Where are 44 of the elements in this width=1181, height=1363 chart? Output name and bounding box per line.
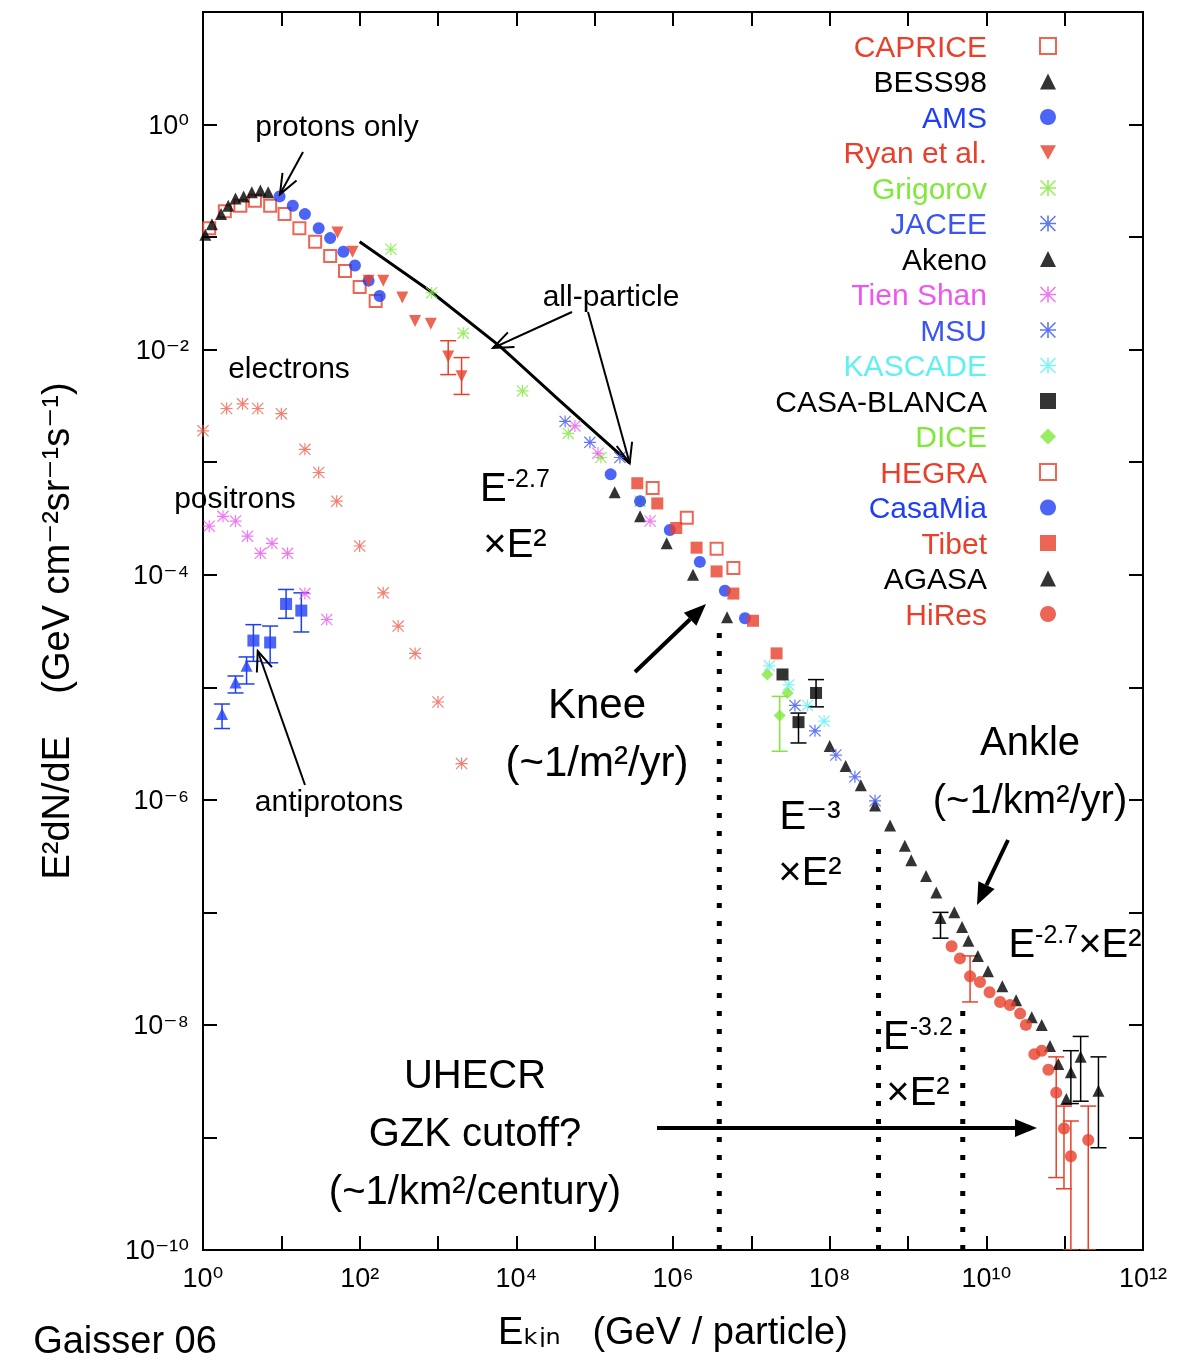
annotation: all-particle xyxy=(542,278,680,312)
legend-label: BESS98 xyxy=(873,65,987,98)
legend-label: AGASA xyxy=(883,562,987,595)
y-tick-label: 10⁻¹⁰ xyxy=(124,1235,189,1265)
y-tick-label: 10⁻² xyxy=(135,334,189,365)
legend-label: KASCADE xyxy=(843,349,987,382)
legend-label: AMS xyxy=(921,100,987,134)
legend-label: CasaMia xyxy=(868,491,988,524)
y-tick-label: 10⁰ xyxy=(148,109,189,140)
annotation: antiprotons xyxy=(254,783,404,817)
legend-label: Tibet xyxy=(921,526,988,560)
y-tick-label: 10⁻⁶ xyxy=(133,784,189,815)
x-tick-label: 10⁸ xyxy=(808,1262,851,1293)
legend-label: Akeno xyxy=(901,242,987,276)
x-tick-label: 10¹⁰ xyxy=(961,1262,1012,1293)
legend-label: HiRes xyxy=(905,597,987,631)
x-tick-label: 10² xyxy=(340,1262,380,1293)
annotation: electrons xyxy=(228,350,350,384)
annotation: Knee (~1/m²/yr) xyxy=(505,679,689,785)
x-tick-label: 10¹² xyxy=(1118,1262,1168,1293)
legend-label: HEGRA xyxy=(880,455,987,489)
x-tick-label: 10⁴ xyxy=(495,1262,538,1293)
legend-label: JACEE xyxy=(890,207,987,240)
y-tick-label: 10⁻⁴ xyxy=(133,559,189,590)
x-axis-title: Eₖᵢₙ (GeV / particle) xyxy=(498,1310,848,1352)
y-axis-title: E²dN/dE (GeV cm⁻²sr⁻¹s⁻¹) xyxy=(35,382,77,880)
x-tick-label: 10⁶ xyxy=(652,1262,694,1293)
annotation: E$^{-2.7}$×E² xyxy=(1008,920,1142,965)
annotation: E⁻³ ×E² xyxy=(778,793,842,893)
legend-label: CAPRICE xyxy=(853,29,987,63)
annotation: UHECR GZK cutoff? (~1/km²/century) xyxy=(328,1052,622,1212)
x-tick-label: 10⁰ xyxy=(182,1262,224,1293)
legend-label: MSU xyxy=(920,313,987,347)
annotation: Ankle (~1/km²/yr) xyxy=(932,719,1128,821)
legend-label: Ryan et al. xyxy=(843,136,987,169)
legend-label: CASA-BLANCA xyxy=(775,384,987,418)
annotation: E$^{-3.2}$ ×E² xyxy=(883,1012,953,1113)
text: Gaisser 06 xyxy=(33,1319,217,1362)
annotation: E$^{-2.7}$ ×E² xyxy=(480,464,550,565)
legend-label: Tien Shan xyxy=(851,278,987,311)
annotation: protons only xyxy=(255,108,419,142)
legend-label: DICE xyxy=(915,420,987,453)
y-tick-label: 10⁻⁸ xyxy=(133,1009,189,1040)
legend-label: Grigorov xyxy=(871,171,987,205)
